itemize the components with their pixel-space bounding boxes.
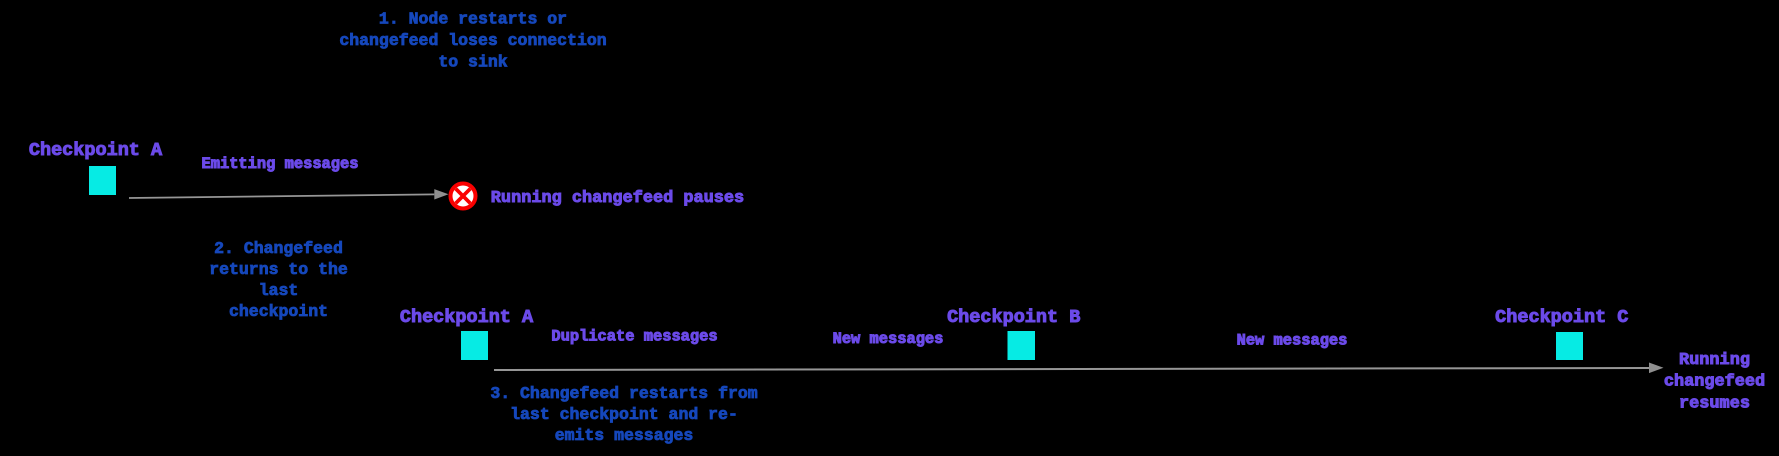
svg-text:checkpoint: checkpoint (229, 302, 328, 321)
svg-text:Running changefeed pauses: Running changefeed pauses (491, 189, 744, 208)
svg-text:Emitting messages: Emitting messages (201, 155, 358, 173)
svg-text:3. Changefeed restarts from: 3. Changefeed restarts from (490, 384, 757, 403)
svg-text:changefeed loses connection: changefeed loses connection (339, 31, 606, 50)
svg-text:last checkpoint and re-: last checkpoint and re- (510, 405, 738, 424)
svg-text:emits messages: emits messages (555, 426, 694, 445)
svg-text:changefeed: changefeed (1664, 373, 1765, 392)
svg-text:Duplicate messages: Duplicate messages (551, 328, 717, 346)
svg-text:Checkpoint A: Checkpoint A (29, 140, 163, 161)
svg-text:2. Changefeed: 2. Changefeed (214, 239, 343, 258)
svg-text:resumes: resumes (1679, 394, 1750, 413)
svg-text:Running: Running (1679, 351, 1750, 370)
svg-text:Checkpoint C: Checkpoint C (1495, 307, 1628, 328)
svg-text:last: last (259, 281, 299, 300)
svg-text:returns to the: returns to the (209, 260, 348, 279)
svg-text:New messages: New messages (833, 330, 944, 348)
svg-text:1. Node restarts or: 1. Node restarts or (379, 10, 567, 29)
svg-text:to sink: to sink (438, 52, 507, 71)
svg-text:New messages: New messages (1237, 332, 1348, 350)
svg-text:Checkpoint A: Checkpoint A (400, 307, 534, 328)
svg-text:Checkpoint B: Checkpoint B (947, 307, 1080, 328)
